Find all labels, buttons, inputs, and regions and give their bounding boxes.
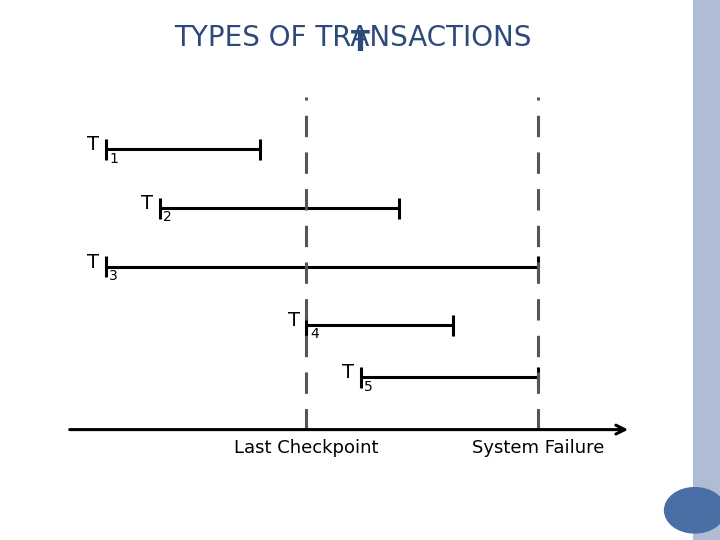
Text: 5: 5 — [364, 380, 373, 394]
Text: TYPES OF TRANSACTIONS: TYPES OF TRANSACTIONS — [174, 24, 531, 52]
Text: T: T — [141, 194, 153, 213]
Text: 3: 3 — [109, 269, 118, 283]
Text: 4: 4 — [310, 327, 319, 341]
Text: Last Checkpoint: Last Checkpoint — [234, 440, 379, 457]
Text: System Failure: System Failure — [472, 440, 604, 457]
Text: T: T — [87, 136, 99, 154]
Text: T: T — [288, 312, 300, 330]
Text: 1: 1 — [109, 152, 118, 166]
Text: T: T — [87, 253, 99, 272]
Text: T: T — [342, 363, 354, 382]
Text: T: T — [351, 29, 369, 57]
Text: 2: 2 — [163, 210, 172, 224]
